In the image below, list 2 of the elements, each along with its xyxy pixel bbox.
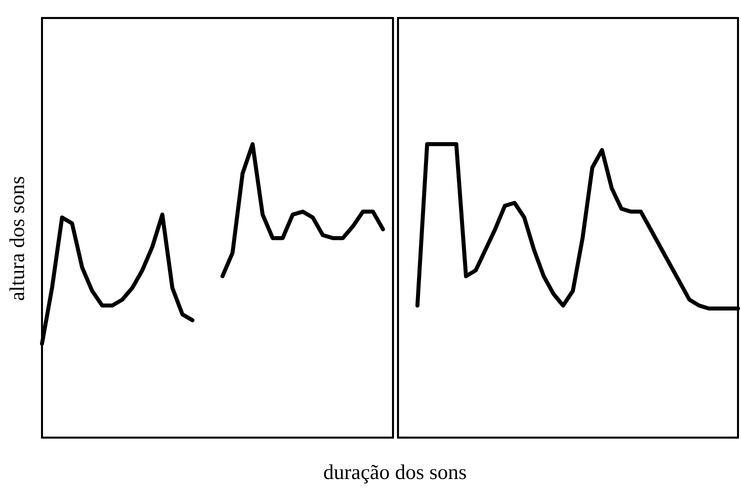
x-axis-title: duração dos sons xyxy=(322,460,468,485)
y-axis-title: altura dos sons xyxy=(4,176,30,300)
